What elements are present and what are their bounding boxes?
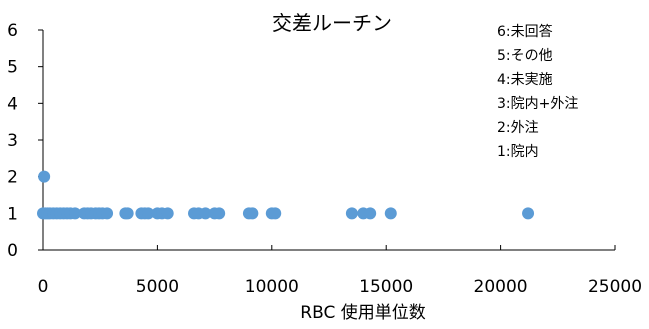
y-tick-label: 5 (7, 58, 18, 78)
x-tick-label: 15000 (359, 277, 413, 297)
data-point (38, 170, 51, 183)
y-tick-label: 0 (7, 241, 18, 261)
x-axis: 0 5000 10000 15000 20000 25000 (38, 245, 642, 297)
y-tick-label: 3 (7, 131, 18, 151)
data-point (269, 207, 282, 220)
data-point (142, 207, 155, 220)
legend-item: 1:院内 (497, 144, 539, 160)
data-point (199, 207, 212, 220)
legend: 6:未回答 5:その他 4:未実施 3:院内+外注 2:外注 1:院内 (497, 23, 578, 160)
data-point (101, 207, 114, 220)
data-point (69, 207, 82, 220)
data-point (213, 207, 226, 220)
x-tick-label: 25000 (588, 277, 642, 297)
data-point (384, 207, 397, 220)
x-tick-label: 0 (38, 277, 49, 297)
data-point (121, 207, 134, 220)
y-axis: 0 1 2 3 4 5 6 (7, 21, 44, 261)
data-point (522, 207, 535, 220)
data-point (345, 207, 358, 220)
x-axis-label: RBC 使用単位数 (300, 302, 425, 323)
x-tick-label: 5000 (136, 277, 179, 297)
y-tick-label: 2 (7, 168, 18, 188)
y-tick-label: 4 (7, 94, 18, 114)
legend-item: 3:院内+外注 (497, 96, 578, 112)
data-point (364, 207, 377, 220)
x-tick-label: 10000 (245, 277, 299, 297)
y-tick-label: 1 (7, 204, 18, 224)
data-points (37, 170, 535, 220)
x-tick-label: 20000 (474, 277, 528, 297)
chart-title: 交差ルーチン (272, 11, 392, 35)
legend-item: 6:未回答 (497, 23, 553, 40)
y-tick-label: 6 (7, 21, 18, 41)
legend-item: 5:その他 (497, 48, 553, 64)
legend-item: 4:未実施 (497, 72, 553, 88)
data-point (161, 207, 174, 220)
legend-item: 2:外注 (497, 120, 539, 136)
data-point (246, 207, 259, 220)
